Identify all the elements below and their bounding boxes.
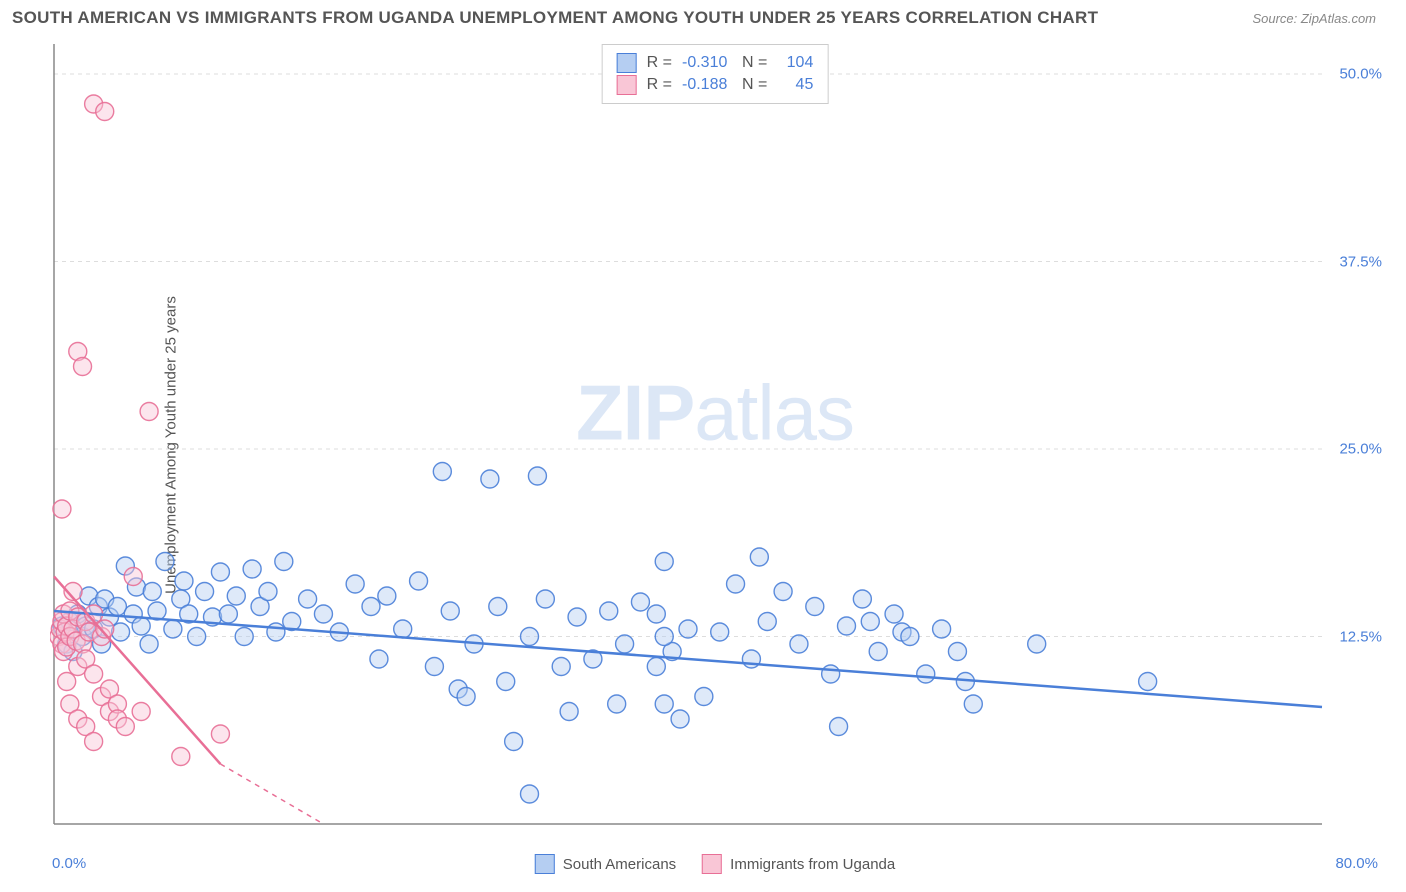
stat-n-label: N = bbox=[742, 54, 767, 72]
stat-n-label: N = bbox=[742, 76, 767, 94]
scatter-plot bbox=[50, 40, 1380, 850]
header: SOUTH AMERICAN VS IMMIGRANTS FROM UGANDA… bbox=[0, 0, 1406, 32]
chart-title: SOUTH AMERICAN VS IMMIGRANTS FROM UGANDA… bbox=[12, 8, 1098, 28]
x-tick-label: 0.0% bbox=[52, 855, 86, 872]
series-legend: South Americans Immigrants from Uganda bbox=[535, 854, 895, 874]
stat-r-value: -0.188 bbox=[682, 76, 732, 94]
stat-r-label: R = bbox=[647, 76, 672, 94]
stats-legend-box: R = -0.310 N = 104 R = -0.188 N = 45 bbox=[602, 44, 829, 104]
chart-area: Unemployment Among Youth under 25 years … bbox=[50, 40, 1380, 850]
legend-swatch bbox=[617, 75, 637, 95]
stats-row: R = -0.188 N = 45 bbox=[617, 75, 814, 95]
x-tick-label: 80.0% bbox=[1335, 855, 1378, 872]
stat-n-value: 45 bbox=[777, 76, 813, 94]
legend-swatch bbox=[702, 854, 722, 874]
y-tick-label: 37.5% bbox=[1339, 253, 1382, 270]
stat-r-label: R = bbox=[647, 54, 672, 72]
stat-n-value: 104 bbox=[777, 54, 813, 72]
source-label: Source: ZipAtlas.com bbox=[1252, 11, 1376, 26]
y-tick-label: 50.0% bbox=[1339, 66, 1382, 83]
legend-label: Immigrants from Uganda bbox=[730, 856, 895, 873]
y-tick-label: 25.0% bbox=[1339, 441, 1382, 458]
stat-r-value: -0.310 bbox=[682, 54, 732, 72]
legend-label: South Americans bbox=[563, 856, 676, 873]
stats-row: R = -0.310 N = 104 bbox=[617, 53, 814, 73]
legend-item: Immigrants from Uganda bbox=[702, 854, 895, 874]
legend-item: South Americans bbox=[535, 854, 676, 874]
legend-swatch bbox=[535, 854, 555, 874]
y-tick-label: 12.5% bbox=[1339, 628, 1382, 645]
legend-swatch bbox=[617, 53, 637, 73]
